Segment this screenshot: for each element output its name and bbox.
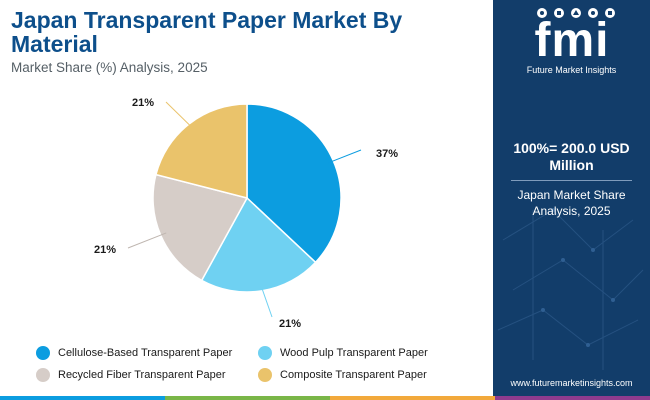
color-bar-segment [495, 396, 650, 400]
leader-line [327, 149, 362, 164]
market-total: 100%= 200.0 USD Million [513, 140, 630, 173]
pie-chart: 37% 21% 21% 21% [94, 97, 398, 330]
chart-legend: Cellulose-Based Transparent Paper Wood P… [36, 346, 486, 382]
color-bar-segment [0, 396, 165, 400]
pie-slice [200, 196, 317, 293]
market-total-caption: Japan Market Share Analysis, 2025 [517, 188, 626, 218]
legend-swatch [36, 368, 50, 382]
legend-swatch [36, 346, 50, 360]
color-bar-segment [165, 396, 330, 400]
legend-item: Wood Pulp Transparent Paper [258, 346, 458, 360]
legend-label: Wood Pulp Transparent Paper [280, 347, 428, 359]
fmi-logo[interactable]: fmi Future Market Insights [493, 6, 650, 75]
legend-item: Composite Transparent Paper [258, 368, 458, 382]
bottom-color-bar [0, 396, 650, 400]
chart-title: Japan Transparent Paper Market By Materi… [11, 7, 403, 57]
leader-line [260, 284, 273, 318]
divider [511, 180, 632, 181]
legend-swatch [258, 346, 272, 360]
color-bar-segment [330, 396, 495, 400]
leader-line [127, 232, 167, 249]
chart-panel: Japan Transparent Paper Market By Materi… [11, 7, 486, 382]
legend-label: Composite Transparent Paper [280, 369, 427, 381]
legend-label: Recycled Fiber Transparent Paper [58, 369, 226, 381]
fmi-logo-mark: fmi [534, 8, 615, 67]
fmi-logo-text: fmi [534, 14, 609, 60]
legend-swatch [258, 368, 272, 382]
leader-line [165, 101, 194, 129]
logo-tagline: Future Market Insights [526, 65, 617, 75]
chart-subtitle: Market Share (%) Analysis, 2025 [11, 60, 208, 75]
info-sidebar: fmi Future Market Insights 100%= 200.0 U… [493, 0, 650, 400]
pie-slice [155, 103, 248, 199]
sidebar-background-pattern [497, 208, 644, 370]
legend-item: Recycled Fiber Transparent Paper [36, 368, 258, 382]
slice-label: 21% [132, 97, 154, 109]
slice-label: 37% [376, 148, 398, 160]
legend-label: Cellulose-Based Transparent Paper [58, 347, 233, 359]
legend-item: Cellulose-Based Transparent Paper [36, 346, 258, 360]
website-link[interactable]: www.futuremarketinsights.com [510, 378, 633, 388]
slice-label: 21% [279, 318, 301, 330]
slice-label: 21% [94, 244, 116, 256]
